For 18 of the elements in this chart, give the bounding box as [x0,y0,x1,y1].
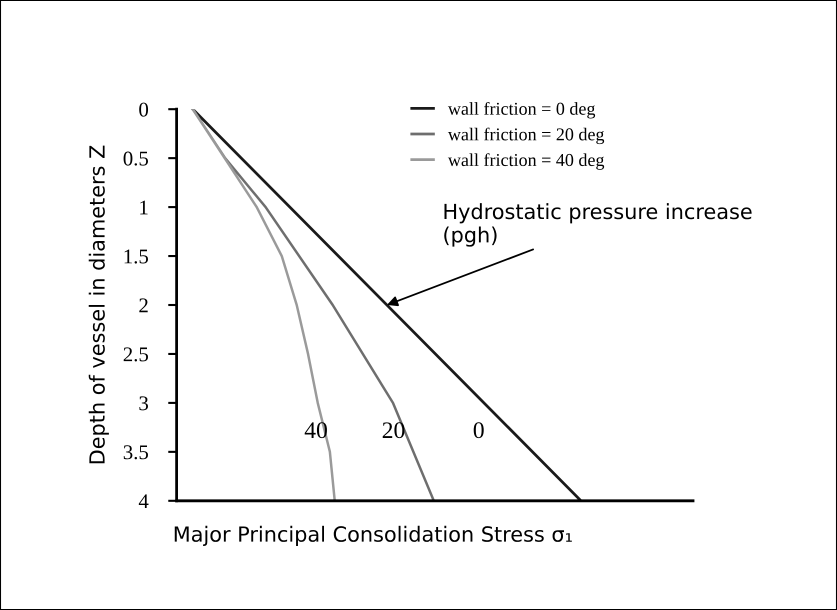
y-tick-label: 2.5 [124,347,148,362]
legend-label: wall friction = 0 deg [448,102,596,119]
y-tick-label: 3.5 [124,445,148,460]
y-tick-label: 2 [139,298,148,312]
annotation: Hydrostatic pressure increase (pgh) [444,203,752,247]
annotation: 40 [304,422,327,438]
y-tick-label: 0.5 [124,152,148,166]
y-tick-label: 3 [139,396,148,410]
y-axis-title: Depth of vessel in diameters Z [88,146,109,464]
y-tick-label: 1 [140,200,148,214]
x-axis-title: Major Principal Consolidation Stress σ₁ [174,526,572,546]
annotation: 0 [474,422,484,438]
annotation: 20 [382,422,404,438]
y-tick-label: 4 [138,494,149,508]
legend-label: wall friction = 20 deg [448,128,604,144]
y-tick-label: 1.5 [124,250,148,264]
y-tick-label: 0 [139,102,148,117]
legend-label: wall friction = 40 deg [448,153,604,170]
